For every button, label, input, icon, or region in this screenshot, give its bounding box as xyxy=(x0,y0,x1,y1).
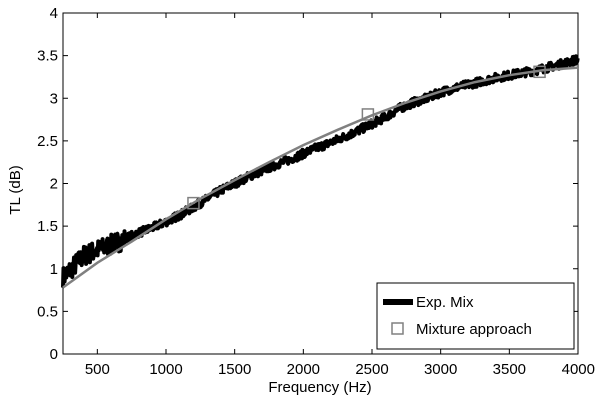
y-tick-label: 3.5 xyxy=(37,48,58,65)
legend: Exp. Mix Mixture approach xyxy=(376,282,575,350)
legend-mixture-swatch xyxy=(391,322,404,335)
x-tick-label: 1500 xyxy=(218,361,251,378)
x-axis-title: Frequency (Hz) xyxy=(268,379,371,396)
y-tick-label: 2.5 xyxy=(37,133,58,150)
legend-box xyxy=(376,282,575,350)
series-mixture-approach-line xyxy=(62,66,579,289)
mixture-approach-marker xyxy=(187,196,200,210)
x-tick-label: 4000 xyxy=(562,361,595,378)
y-axis-title: TL (dB) xyxy=(7,165,24,214)
legend-mixture-label: Mixture approach xyxy=(416,321,532,338)
y-tick-label: 4 xyxy=(50,5,58,22)
mixture-approach-marker xyxy=(533,65,546,79)
ticks-layer: 500 1000 1500 2000 2500 3000 3500 4000 0 0.5 1 1.5 2… xyxy=(37,5,595,378)
x-tick-label: 500 xyxy=(85,361,110,378)
legend-exp-mix-label: Exp. Mix xyxy=(416,294,474,311)
y-tick-label: 0 xyxy=(50,346,58,363)
y-tick-label: 1 xyxy=(50,261,58,278)
x-tick-label: 2500 xyxy=(355,361,388,378)
series-layer xyxy=(61,54,580,289)
x-tick-label: 3000 xyxy=(424,361,457,378)
y-tick-label: 0.5 xyxy=(37,303,58,320)
y-tick-label: 2 xyxy=(50,176,58,193)
series-exp-mix-line xyxy=(61,54,580,288)
x-tick-label: 1000 xyxy=(149,361,182,378)
y-tick-label: 1.5 xyxy=(37,218,58,235)
x-tick-label: 2000 xyxy=(287,361,320,378)
mixture-approach-marker xyxy=(361,108,375,121)
y-tick-label: 3 xyxy=(50,90,58,107)
x-tick-label: 3500 xyxy=(493,361,526,378)
